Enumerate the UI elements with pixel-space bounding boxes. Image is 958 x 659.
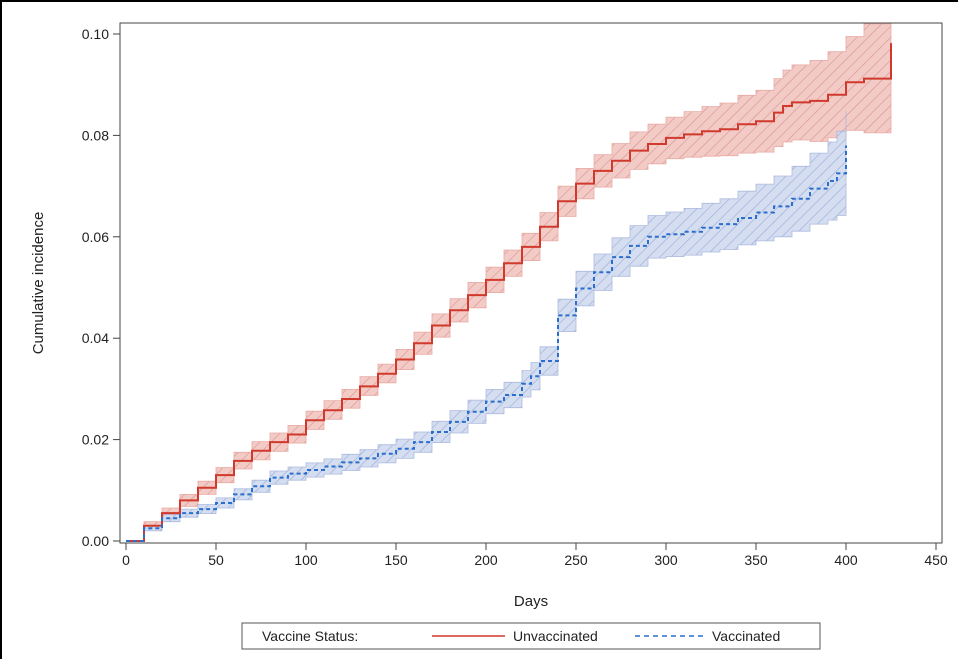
- x-tick-label-50: 50: [208, 552, 224, 568]
- y-tick-label-0.00: 0.00: [82, 533, 109, 549]
- plot-area: [119, 22, 943, 544]
- y-axis: 0.00 0.02 0.04 0.06 0.08 0.10: [82, 26, 120, 549]
- x-tick-label-350: 350: [744, 552, 768, 568]
- x-tick-label-200: 200: [474, 552, 498, 568]
- series-line-unvaccinated: [126, 43, 892, 542]
- x-tick-label-0: 0: [122, 552, 130, 568]
- x-tick-label-150: 150: [384, 552, 408, 568]
- confidence-bands: [126, 23, 892, 542]
- x-axis: 0 50 100 150 200 250 300 350 400 450: [122, 543, 948, 568]
- x-tick-label-100: 100: [294, 552, 318, 568]
- y-tick-label-0.06: 0.06: [82, 229, 109, 245]
- x-axis-title: Days: [514, 593, 548, 610]
- x-tick-label-450: 450: [924, 552, 948, 568]
- y-tick-label-0.10: 0.10: [82, 26, 109, 42]
- legend-label-unvaccinated: Unvaccinated: [513, 628, 598, 644]
- x-tick-label-400: 400: [834, 552, 858, 568]
- x-tick-label-300: 300: [654, 552, 678, 568]
- confidence-band-unvaccinated: [126, 23, 892, 542]
- y-tick-label-0.04: 0.04: [82, 330, 109, 346]
- y-axis-title: Cumulative incidence: [30, 212, 47, 355]
- y-tick-label-0.02: 0.02: [82, 432, 109, 448]
- y-tick-label-0.08: 0.08: [82, 127, 109, 143]
- confidence-band-vaccinated: [126, 111, 847, 542]
- x-tick-label-250: 250: [564, 552, 588, 568]
- series-lines: [126, 43, 892, 542]
- legend-box: [241, 622, 821, 650]
- series-line-vaccinated: [126, 145, 847, 542]
- legend-label-vaccinated: Vaccinated: [712, 628, 780, 644]
- legend: Vaccine Status: Unvaccinated Vaccinated: [241, 622, 821, 650]
- legend-title: Vaccine Status:: [262, 628, 358, 644]
